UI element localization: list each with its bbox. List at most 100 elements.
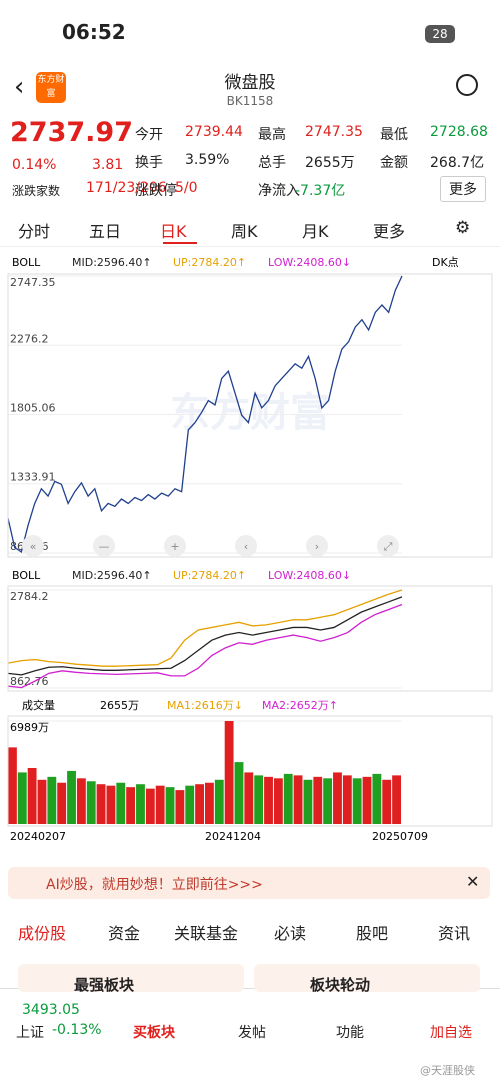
field-value: 5/0	[175, 180, 198, 196]
bar	[67, 770, 76, 824]
bar	[136, 784, 145, 824]
change: 3.81	[92, 157, 124, 173]
bar	[313, 776, 323, 824]
subtab[interactable]: 资金	[108, 924, 141, 943]
bar	[96, 784, 106, 824]
ind-up: UP:2784.20↑	[173, 256, 246, 269]
card	[18, 964, 244, 992]
more-button[interactable]: 更多	[440, 176, 486, 202]
breadth-label: 涨跌家数	[12, 184, 61, 198]
subtab[interactable]: 必读	[274, 924, 307, 943]
bar	[17, 772, 27, 824]
y-tick-label: 1333.91	[10, 471, 56, 484]
control	[164, 535, 186, 557]
subtab[interactable]: 股吧	[356, 924, 389, 943]
bar	[126, 787, 136, 824]
field-value: 2739.44	[185, 124, 243, 140]
field-value: -7.37亿	[295, 183, 346, 199]
control-icon: «	[30, 540, 37, 553]
tab[interactable]: 分时	[18, 222, 51, 241]
tab[interactable]: 周K	[231, 222, 258, 241]
series-line	[7, 603, 403, 689]
bar	[57, 782, 67, 824]
index-value: 3493.05	[22, 1002, 80, 1018]
bar	[185, 785, 195, 824]
field-value: 3.59%	[185, 152, 230, 168]
field-value: 2655万	[305, 155, 355, 171]
settings[interactable]: ⚙	[455, 218, 471, 238]
series-line	[7, 275, 403, 553]
bar	[362, 776, 372, 824]
vol-value: 2655万	[100, 699, 139, 712]
bar	[333, 772, 342, 824]
control-icon: —	[99, 540, 110, 553]
subtab[interactable]: 成份股	[18, 924, 67, 943]
field-value: 268.7亿	[430, 155, 485, 171]
tab[interactable]: 更多	[373, 222, 406, 241]
bar	[392, 775, 401, 824]
ind-low: LOW:2408.60↓	[268, 256, 351, 269]
nav-item[interactable]: 加自选	[430, 1025, 472, 1041]
battery: 28	[425, 25, 455, 43]
bar	[37, 779, 47, 824]
control-icon: ⤢	[384, 540, 393, 553]
field-label: 金额	[380, 155, 408, 171]
logo: 东方财富	[36, 72, 66, 103]
bar	[323, 778, 333, 824]
banner[interactable]: AI炒股，就用妙想！立即前往>>>	[46, 877, 263, 893]
field-label: 最低	[380, 127, 408, 143]
close[interactable]: ✕	[466, 872, 480, 891]
y-tick-label: 2784.2	[10, 590, 49, 603]
bar	[214, 779, 224, 824]
bar	[106, 785, 116, 824]
bar	[283, 773, 293, 824]
control	[93, 535, 115, 557]
nav-item[interactable]: 发帖	[238, 1025, 266, 1041]
field-label: 涨跌停	[135, 183, 177, 199]
bar	[234, 762, 244, 824]
search[interactable]	[456, 74, 478, 96]
subtab[interactable]: 资讯	[438, 924, 471, 943]
tab[interactable]: 日K	[160, 222, 187, 241]
series-line	[7, 596, 403, 676]
y-tick-label: 2276.2	[10, 332, 49, 345]
back[interactable]: ‹	[14, 72, 25, 102]
bar	[372, 773, 382, 824]
bar	[293, 775, 303, 824]
x-label: 20240207	[10, 830, 66, 843]
chart-frame	[7, 273, 493, 558]
bar	[145, 788, 155, 824]
bar	[264, 776, 273, 824]
control-icon: ›	[315, 540, 319, 553]
bar	[273, 778, 283, 824]
bar	[165, 787, 175, 824]
ind-name: BOLL	[12, 256, 41, 269]
x-label: 20241204	[205, 830, 261, 843]
tab-underline	[163, 242, 197, 244]
control	[306, 535, 328, 557]
bar	[76, 778, 86, 824]
nav	[0, 988, 500, 1085]
tab[interactable]: 五日	[89, 222, 122, 241]
card-title[interactable]: 最强板块	[74, 976, 135, 994]
x-label: 20250709	[372, 830, 428, 843]
code: BK1158	[226, 94, 274, 108]
chart-frame	[7, 585, 493, 692]
nav-item[interactable]: 买板块	[133, 1025, 175, 1041]
divider	[0, 246, 500, 247]
vol-ma2: MA2:2652万↑	[262, 699, 338, 712]
bar	[47, 776, 57, 824]
bar	[8, 747, 17, 824]
field-label: 最高	[258, 127, 286, 143]
tab[interactable]: 月K	[302, 222, 329, 241]
card-title[interactable]: 板块轮动	[310, 976, 371, 994]
field-label: 总手	[258, 155, 286, 171]
series-line	[7, 589, 403, 667]
bar	[303, 779, 313, 824]
title: 微盘股	[224, 73, 276, 93]
subtab[interactable]: 关联基金	[174, 924, 239, 943]
nav-item[interactable]: 功能	[336, 1025, 364, 1041]
control-icon: +	[170, 540, 179, 553]
index-pct: -0.13%	[52, 1022, 102, 1038]
chart-frame	[7, 715, 493, 827]
